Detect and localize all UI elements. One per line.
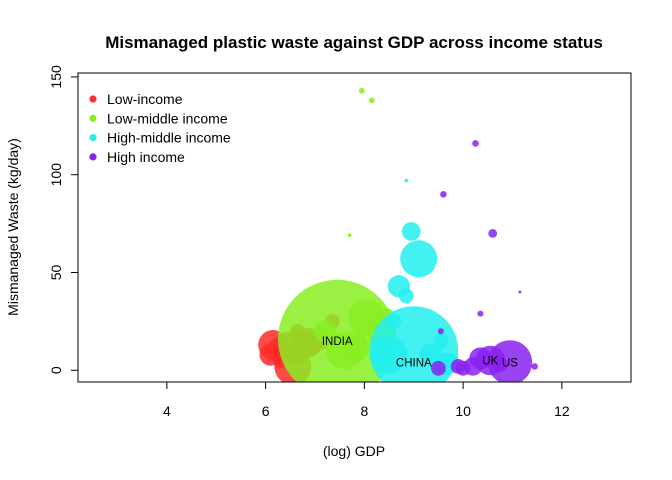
x-tick-label-3: 10 bbox=[455, 403, 471, 419]
point-series-3-13 bbox=[531, 363, 538, 370]
y-tick-label-2: 100 bbox=[48, 163, 64, 187]
bubble-label-3: US bbox=[502, 357, 518, 369]
point-series-3-7 bbox=[472, 140, 479, 147]
point-series-3-8 bbox=[440, 191, 447, 198]
x-tick-label-2: 8 bbox=[360, 403, 368, 419]
legend-marker-0 bbox=[89, 95, 97, 103]
point-series-2-7 bbox=[386, 314, 402, 329]
point-series-3-10 bbox=[518, 290, 522, 294]
bubble-label-2: UK bbox=[482, 356, 498, 368]
plot-points bbox=[258, 87, 538, 382]
y-tick-label-3: 150 bbox=[48, 65, 64, 89]
legend-label-3: High income bbox=[107, 149, 185, 165]
legend-label-1: Low-middle income bbox=[107, 110, 228, 126]
y-axis-label: Mismanaged Waste (kg/day) bbox=[5, 138, 21, 316]
point-series-2-6 bbox=[404, 178, 409, 183]
point-series-1-3 bbox=[347, 233, 352, 238]
legend: Low-income Low-middle income High-middle i… bbox=[89, 91, 231, 165]
x-axis: 4 6 8 10 12 bbox=[163, 381, 570, 419]
point-series-1-1 bbox=[313, 320, 336, 343]
point-series-3-14 bbox=[492, 357, 508, 372]
x-axis-label: (log) GDP bbox=[323, 443, 385, 459]
point-series-3-11 bbox=[477, 310, 484, 317]
point-series-2-1 bbox=[370, 336, 408, 374]
chart-title: Mismanaged plastic waste against GDP acr… bbox=[105, 33, 603, 52]
x-tick-label-1: 6 bbox=[262, 403, 270, 419]
legend-marker-1 bbox=[89, 114, 97, 122]
point-series-3-5 bbox=[450, 359, 466, 374]
x-tick-label-4: 12 bbox=[554, 403, 570, 419]
bubble-label-0: INDIA bbox=[322, 336, 353, 348]
x-tick-label-0: 4 bbox=[163, 403, 171, 419]
point-series-2-9 bbox=[433, 333, 449, 349]
bubble-label-1: CHINA bbox=[396, 357, 432, 369]
y-axis: 0 50 100 150 bbox=[48, 65, 79, 374]
legend-label-2: High-middle income bbox=[107, 130, 231, 146]
plot-annotations: INDIA CHINA UK US bbox=[322, 336, 518, 370]
point-series-2-3 bbox=[402, 222, 421, 241]
legend-marker-2 bbox=[89, 134, 97, 142]
legend-marker-3 bbox=[89, 153, 97, 161]
point-series-1-10 bbox=[339, 332, 370, 362]
y-tick-label-1: 50 bbox=[48, 264, 64, 280]
legend-label-0: Low-income bbox=[107, 91, 183, 107]
point-series-3-12 bbox=[437, 328, 444, 335]
point-series-3-9 bbox=[488, 229, 498, 238]
y-tick-label-0: 0 bbox=[48, 366, 64, 374]
point-series-1-5 bbox=[368, 97, 375, 104]
point-series-2-5 bbox=[398, 288, 414, 304]
point-series-3-6 bbox=[431, 360, 446, 376]
point-series-2-2 bbox=[400, 240, 438, 278]
point-series-1-4 bbox=[358, 87, 365, 94]
